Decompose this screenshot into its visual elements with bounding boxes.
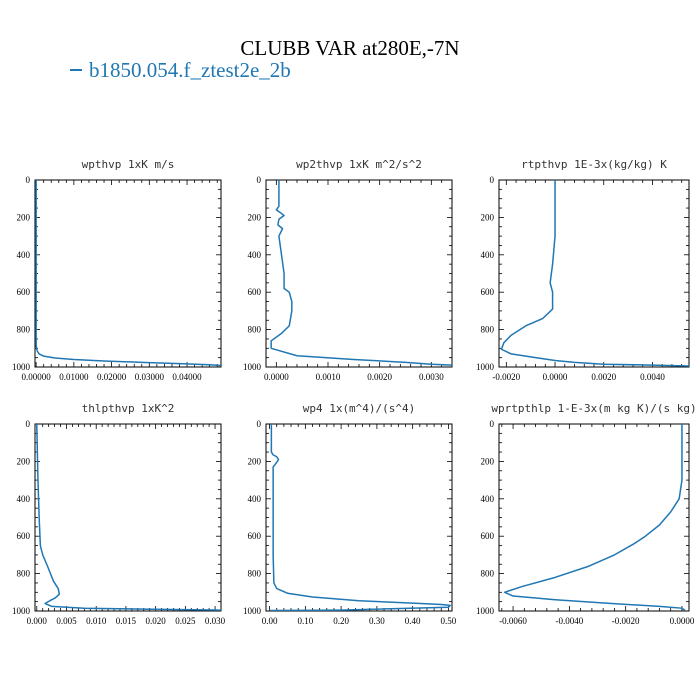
x-tick-label: 0.10 [297,616,313,626]
profile-line [35,180,221,367]
x-tick-label: 0.0000 [264,372,289,382]
y-tick-label: 800 [481,569,495,579]
y-tick-label: 1000 [243,362,262,372]
y-tick-label: 200 [481,212,495,222]
y-tick-label: 600 [481,531,495,541]
y-tick-label: 800 [248,569,262,579]
x-tick-label: 0.40 [405,616,421,626]
y-tick-label: 200 [17,212,31,222]
y-tick-label: 0 [257,175,262,185]
y-tick-label: 800 [17,325,31,335]
plot-frame [34,423,222,612]
x-tick-label: -0.0020 [612,616,640,626]
y-tick-label: 1000 [243,606,262,616]
x-tick-label: 0.20 [333,616,349,626]
plot-frame [265,179,453,368]
y-tick-label: 800 [17,569,31,579]
x-tick-label: -0.0040 [555,616,583,626]
x-tick-label: 0.50 [441,616,457,626]
x-tick-label: 0.00000 [22,372,52,382]
x-tick-label: 0.005 [56,616,77,626]
x-tick-label: 0.03000 [135,372,165,382]
x-tick-label: -0.0020 [492,372,520,382]
subplot-title: wp2thvp 1xK m^2/s^2 [296,158,422,171]
plot-frame [265,423,453,612]
x-tick-label: 0.0020 [367,372,392,382]
y-tick-label: 200 [248,212,262,222]
x-tick-label: 0.0010 [316,372,341,382]
y-tick-label: 0 [490,175,495,185]
figure-title: CLUBB VAR at280E,-7N [240,36,460,60]
y-tick-label: 400 [481,250,495,260]
subplot-title: wprtpthlp 1-E-3x(m kg K)/(s kg) [491,402,696,415]
y-tick-label: 600 [17,287,31,297]
x-tick-label: 0.00 [262,616,278,626]
y-tick-label: 400 [17,494,31,504]
subplot-title: thlpthvp 1xK^2 [82,402,175,415]
y-tick-label: 1000 [12,606,31,616]
legend-line-swatch [70,69,82,72]
x-tick-label: 0.0020 [591,372,616,382]
y-tick-label: 400 [248,494,262,504]
y-tick-label: 800 [248,325,262,335]
y-tick-label: 200 [481,456,495,466]
profile-line [269,424,451,611]
x-tick-label: 0.0030 [419,372,444,382]
y-tick-label: 400 [17,250,31,260]
x-tick-label: 0.020 [146,616,167,626]
y-tick-label: 0 [26,419,31,429]
x-tick-label: 0.010 [86,616,107,626]
plot-frame [498,423,690,612]
profile-line [36,424,221,611]
subplot-2: wp2thvp 1xK m^2/s^2020040060080010000.00… [243,158,453,382]
y-tick-label: 1000 [12,362,31,372]
plot-frame [498,179,690,368]
subplot-3: rtpthvp 1E-3x(kg/kg) K 0 200 400 600 800 1000-… [476,158,690,382]
profile-line [270,180,452,366]
profile-line [500,180,689,367]
y-tick-label: 800 [481,325,495,335]
subplot-title: rtpthvp 1E-3x(kg/kg) K [521,158,667,171]
x-tick-label: 0.0000 [670,616,695,626]
y-tick-label: 200 [248,456,262,466]
x-tick-label: 0.02000 [97,372,127,382]
y-tick-label: 600 [481,287,495,297]
x-tick-label: -0.0060 [499,616,527,626]
subplot-title: wpthvp 1xK m/s [82,158,175,171]
x-tick-label: 0.015 [116,616,137,626]
y-tick-label: 600 [17,531,31,541]
y-tick-label: 1000 [476,606,495,616]
y-tick-label: 600 [248,287,262,297]
y-tick-label: 0 [26,175,31,185]
profile-line [503,424,686,611]
x-tick-label: 0.04000 [172,372,202,382]
legend-label: b1850.054.f_ztest2e_2b [89,58,291,82]
y-tick-label: 1000 [476,362,495,372]
y-tick-label: 0 [257,419,262,429]
x-tick-label: 0.30 [369,616,385,626]
y-tick-label: 200 [17,456,31,466]
legend-entry: b1850.054.f_ztest2e_2b [70,58,291,83]
x-tick-label: 0.0040 [640,372,665,382]
subplot-6: wprtpthlp 1-E-3x(m kg K)/(s kg) 0 200 400 60… [476,402,697,626]
x-tick-label: 0.000 [27,616,48,626]
x-tick-label: 0.030 [205,616,226,626]
y-tick-label: 400 [248,250,262,260]
subplot-title: wp4 1x(m^4)/(s^4) [303,402,416,415]
plot-frame [34,179,222,368]
y-tick-label: 400 [481,494,495,504]
x-tick-label: 0.01000 [59,372,89,382]
y-tick-label: 600 [248,531,262,541]
x-tick-label: 0.025 [175,616,196,626]
x-tick-label: 0.0000 [543,372,568,382]
y-tick-label: 0 [490,419,495,429]
